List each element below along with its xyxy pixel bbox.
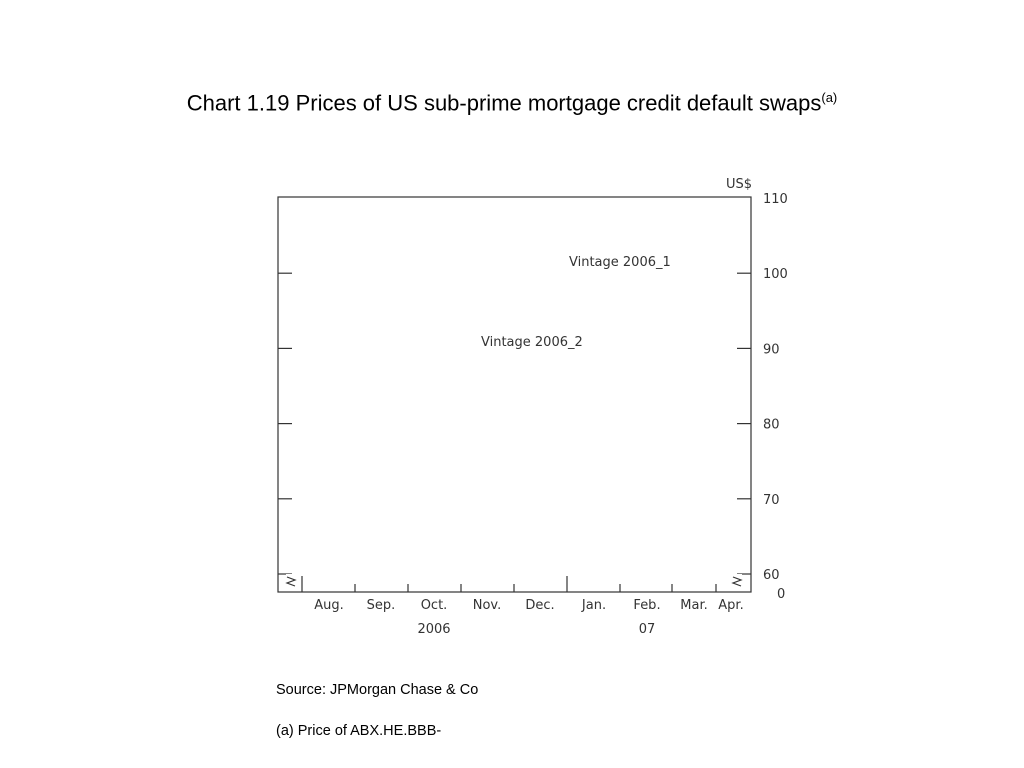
x-month-label: Dec. bbox=[525, 598, 554, 613]
unit-label: US$ bbox=[726, 177, 752, 192]
plot-frame bbox=[277, 196, 752, 593]
chart-title-text: Chart 1.19 Prices of US sub-prime mortga… bbox=[186, 90, 822, 116]
footnote: (a) Price of ABX.HE.BBB- bbox=[276, 723, 442, 739]
y-tick-label: 70 bbox=[763, 493, 780, 508]
axis-labels: 110 100 90 80 70 60 0 Aug. Sep. Oct. Nov. Dec. Jan. F… bbox=[314, 192, 788, 637]
axis-breaks bbox=[285, 574, 743, 588]
axis-break-icon bbox=[285, 576, 297, 587]
chart-title: Chart 1.19 Prices of US sub-prime mortga… bbox=[0, 90, 1024, 116]
source-note: Source: JPMorgan Chase & Co bbox=[276, 682, 479, 698]
x-year-label: 07 bbox=[639, 622, 656, 637]
x-month-label: Apr. bbox=[718, 598, 743, 613]
x-month-label: Mar. bbox=[680, 598, 707, 613]
axis-break-icon bbox=[731, 576, 743, 587]
series-label-vintage-2006-1: Vintage 2006_1 bbox=[569, 255, 671, 270]
chart-title-footnote-marker: (a) bbox=[821, 90, 838, 105]
y-tick-label: 90 bbox=[763, 342, 780, 357]
x-month-label: Sep. bbox=[367, 598, 396, 613]
y-break-label: 0 bbox=[777, 587, 785, 602]
y-tick-label: 110 bbox=[763, 192, 788, 207]
y-tick-label: 80 bbox=[763, 418, 780, 433]
y-tick-label: 100 bbox=[763, 267, 788, 282]
x-month-label: Jan. bbox=[581, 598, 606, 613]
series-label-vintage-2006-2: Vintage 2006_2 bbox=[481, 335, 583, 350]
x-month-label: Nov. bbox=[473, 598, 502, 613]
x-month-label: Aug. bbox=[314, 598, 344, 613]
x-month-label: Oct. bbox=[421, 598, 448, 613]
y-tick-label: 60 bbox=[763, 568, 780, 583]
x-year-label: 2006 bbox=[417, 622, 450, 637]
x-month-label: Feb. bbox=[633, 598, 660, 613]
axis-ticks bbox=[278, 272, 751, 592]
